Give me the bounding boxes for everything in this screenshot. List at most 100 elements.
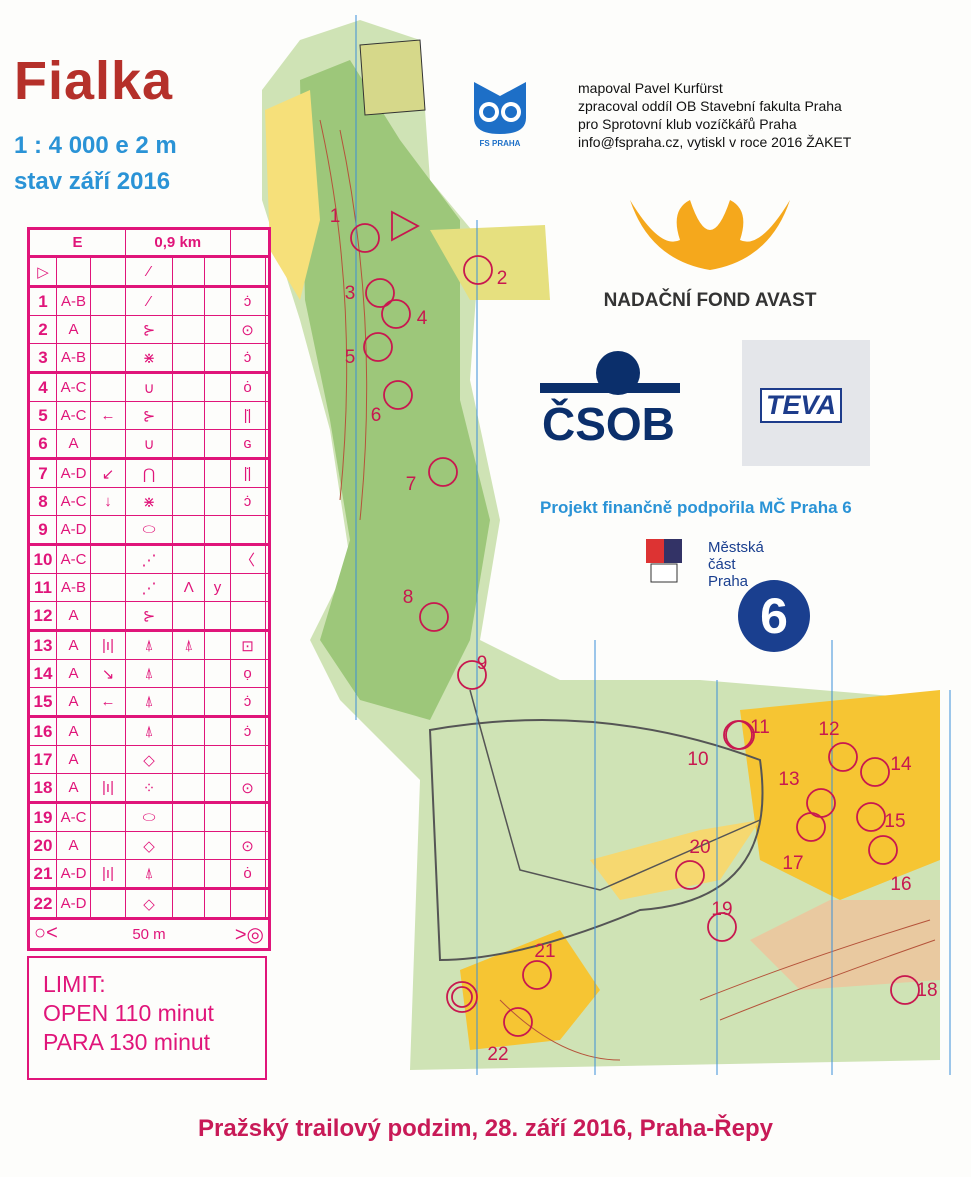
feature: ◇ xyxy=(125,745,174,774)
fs-logo-text: FS PRAHA xyxy=(480,139,521,148)
control-circle xyxy=(707,912,737,942)
control-circle xyxy=(457,660,487,690)
teva-text: TEVA xyxy=(760,388,843,423)
feature-2 xyxy=(172,371,206,402)
rough-area xyxy=(750,900,940,990)
csob-arc-icon xyxy=(540,351,680,395)
direction xyxy=(89,343,127,373)
control-description-row: 16 A ⍋ ɔ̇ xyxy=(28,715,271,746)
appearance xyxy=(204,831,231,860)
control-number-label: 11 xyxy=(750,717,770,738)
feature-2 xyxy=(172,831,206,860)
feature: ⍋ xyxy=(125,859,174,889)
green-vegetation xyxy=(300,60,490,720)
control-number-label: 16 xyxy=(890,874,911,895)
direction: |ı| xyxy=(89,629,127,660)
feature-2 xyxy=(172,745,206,774)
control-code: A xyxy=(56,745,91,774)
feature: ⋇ xyxy=(125,487,174,516)
direction xyxy=(89,315,127,344)
control-number: 3 xyxy=(28,343,57,373)
feature-2 xyxy=(172,343,206,373)
control-number-label: 8 xyxy=(403,587,414,608)
feature: ⍋ xyxy=(125,659,174,688)
appearance xyxy=(204,859,231,889)
location xyxy=(229,573,266,602)
control-description-row: 6 A ∪ ɢ xyxy=(28,429,271,459)
road xyxy=(428,719,764,962)
finish-circle xyxy=(446,981,478,1013)
control-code: A xyxy=(56,601,91,631)
location: ⊙ xyxy=(229,831,266,860)
feature: ⋰ xyxy=(125,573,174,602)
control-circle xyxy=(381,299,411,329)
finish-circle xyxy=(451,986,473,1008)
appearance xyxy=(204,343,231,373)
control-description-row: 4 A-C ∪ ȯ xyxy=(28,371,271,402)
control-circle xyxy=(363,332,393,362)
terrain xyxy=(262,20,940,1070)
open-land xyxy=(740,690,940,900)
control-code: A-B xyxy=(56,343,91,373)
location xyxy=(229,601,266,631)
control-description-row: 20 A ◇ ⊙ xyxy=(28,831,271,860)
feature: ⋇ xyxy=(125,343,174,373)
control-number: 17 xyxy=(28,745,57,774)
control-number: 14 xyxy=(28,659,57,688)
feature-2 xyxy=(172,801,206,832)
appearance xyxy=(204,687,231,717)
control-number-label: 5 xyxy=(345,347,356,368)
appearance xyxy=(204,659,231,688)
finish-row: ○< 50 m >◎ xyxy=(28,917,270,950)
location: ɔ̇ xyxy=(229,715,266,746)
control-circle xyxy=(419,602,449,632)
control-code: A-D xyxy=(56,515,91,545)
control-number-label: 2 xyxy=(497,268,508,289)
control-code: A-C xyxy=(56,487,91,516)
control-number-label: 6 xyxy=(371,405,382,426)
map-scale: 1 : 4 000 e 2 m xyxy=(14,132,177,159)
time-limit-box: LIMIT: OPEN 110 minut PARA 130 minut xyxy=(27,956,267,1080)
feature: ⁄ xyxy=(125,285,174,316)
location xyxy=(229,745,266,774)
avast-logo: NADAČNÍ FOND AVAST xyxy=(590,190,830,320)
credit-line: info@fspraha.cz, vytiskl v roce 2016 ŽAK… xyxy=(578,134,852,150)
open-land xyxy=(460,930,600,1050)
control-description-row: 22 A-D ◇ xyxy=(28,887,271,919)
feature-2 xyxy=(172,429,206,459)
praha6-crest-icon xyxy=(646,539,682,583)
location: ⊙ xyxy=(229,773,266,803)
direction xyxy=(89,543,127,574)
credit-line: zpracoval oddíl OB Stavební fakulta Prah… xyxy=(578,98,842,114)
control-description-row: 5 A-C ← ⊱ |̇| xyxy=(28,401,271,430)
control-number-label: 12 xyxy=(818,719,839,740)
feature: ◇ xyxy=(125,887,174,919)
control-number: 21 xyxy=(28,859,57,889)
control-number: 4 xyxy=(28,371,57,402)
limit-open: OPEN 110 minut xyxy=(43,1000,214,1026)
control-code: A xyxy=(56,687,91,717)
control-description-row: 2 A ⊱ ⊙ xyxy=(28,315,271,344)
open-land xyxy=(265,90,320,300)
control-number: 1 xyxy=(28,285,57,316)
feature: ⊱ xyxy=(125,601,174,631)
control-number: 19 xyxy=(28,801,57,832)
direction xyxy=(89,429,127,459)
location: 〈 xyxy=(229,543,266,574)
control-description-row: 10 A-C ⋰ 〈 xyxy=(28,543,271,574)
feature-2 xyxy=(172,515,206,545)
feature-2 xyxy=(172,285,206,316)
control-number-label: 10 xyxy=(687,749,708,770)
appearance xyxy=(204,745,231,774)
appearance xyxy=(204,773,231,803)
settlement xyxy=(359,39,426,116)
appearance xyxy=(204,715,231,746)
control-number: 12 xyxy=(28,601,57,631)
location: ȯ xyxy=(229,859,266,889)
control-circle xyxy=(828,742,858,772)
start-feature: ⁄ xyxy=(125,255,174,287)
control-code: A xyxy=(56,429,91,459)
